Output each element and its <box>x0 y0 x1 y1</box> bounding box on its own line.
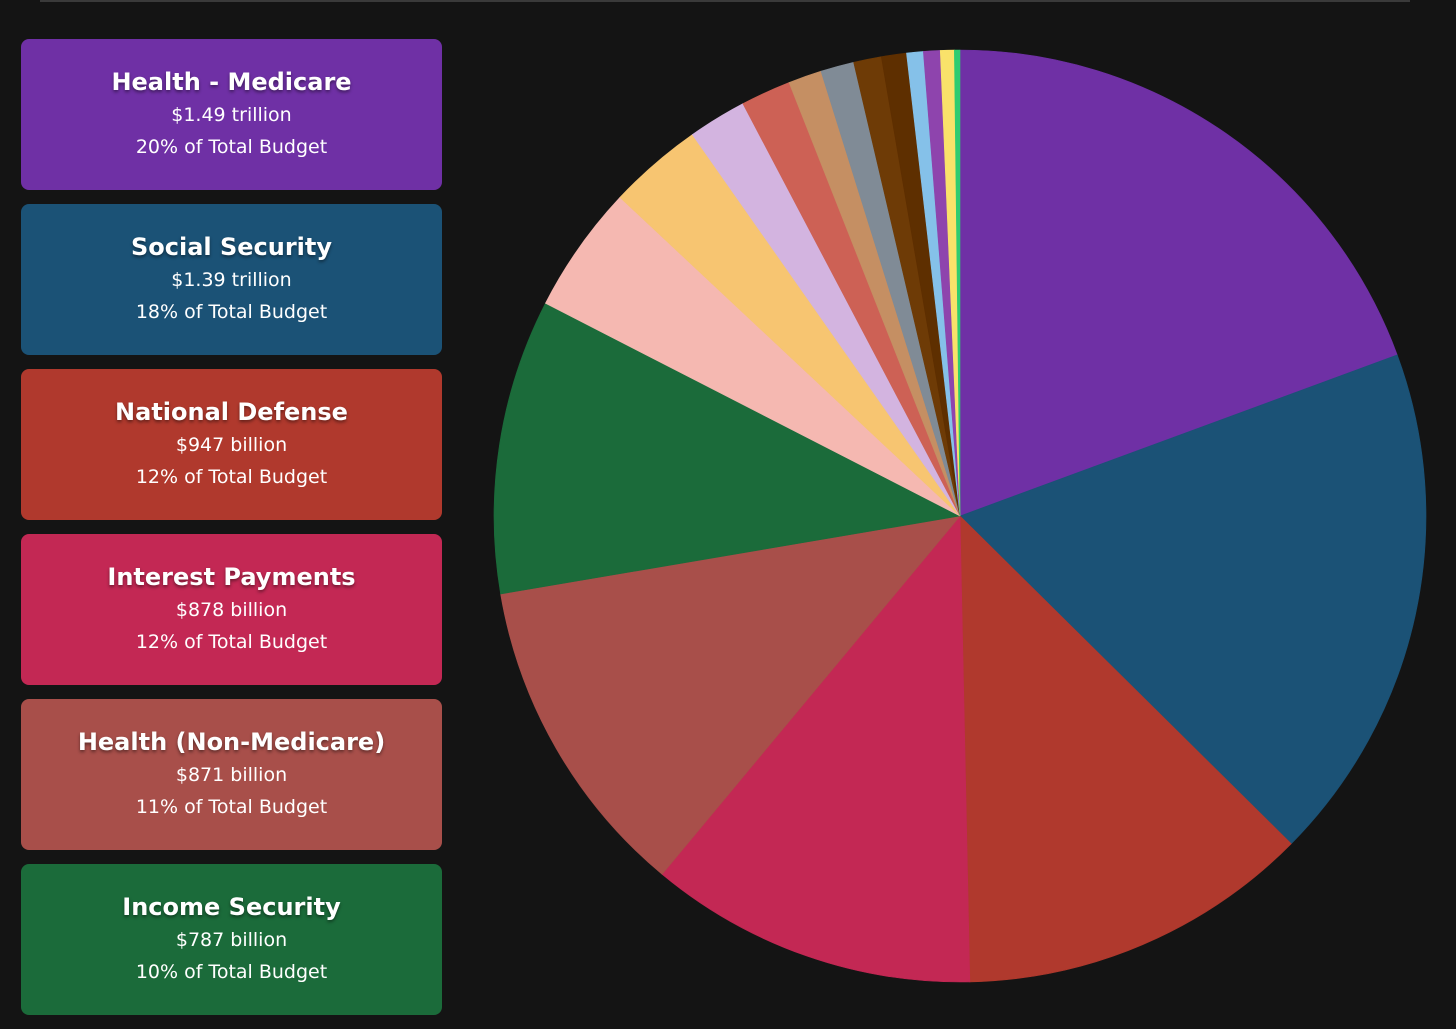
card-share: 20% of Total Budget <box>135 136 328 158</box>
card-amount: $871 billion <box>175 764 288 786</box>
card-title: Interest Payments <box>107 563 356 591</box>
category-card-social-security[interactable]: Social Security $1.39 trillion 18% of To… <box>21 204 442 355</box>
card-title: Health - Medicare <box>111 68 352 96</box>
category-card-income-security[interactable]: Income Security $787 billion 10% of Tota… <box>21 864 442 1015</box>
card-amount: $787 billion <box>175 929 288 951</box>
card-title: Health (Non-Medicare) <box>77 728 386 756</box>
card-amount: $1.39 trillion <box>171 269 292 291</box>
budget-pie-chart <box>493 49 1427 983</box>
top-divider <box>40 0 1410 2</box>
card-share: 12% of Total Budget <box>135 466 328 488</box>
card-title: National Defense <box>115 398 348 426</box>
card-share: 10% of Total Budget <box>135 961 328 983</box>
card-share: 18% of Total Budget <box>135 301 328 323</box>
pie-slice[interactable] <box>954 49 961 517</box>
budget-category-cards: Health - Medicare $1.49 trillion 20% of … <box>21 39 442 1029</box>
card-amount: $878 billion <box>175 599 288 621</box>
pie-slice[interactable] <box>959 354 1427 845</box>
card-title: Social Security <box>130 233 333 261</box>
category-card-health-non-medicare[interactable]: Health (Non-Medicare) $871 billion 11% o… <box>21 699 442 850</box>
card-share: 11% of Total Budget <box>135 796 328 818</box>
category-card-interest-payments[interactable]: Interest Payments $878 billion 12% of To… <box>21 534 442 685</box>
card-title: Income Security <box>122 893 341 921</box>
pie-slice[interactable] <box>500 515 961 875</box>
category-card-national-defense[interactable]: National Defense $947 billion 12% of Tot… <box>21 369 442 520</box>
card-amount: $1.49 trillion <box>171 104 292 126</box>
pie-slice[interactable] <box>661 515 971 983</box>
card-share: 12% of Total Budget <box>135 631 328 653</box>
card-amount: $947 billion <box>175 434 288 456</box>
pie-slice[interactable] <box>959 515 1292 983</box>
category-card-medicare[interactable]: Health - Medicare $1.49 trillion 20% of … <box>21 39 442 190</box>
pie-slice[interactable] <box>959 49 1398 517</box>
pie-slice[interactable] <box>493 302 961 595</box>
